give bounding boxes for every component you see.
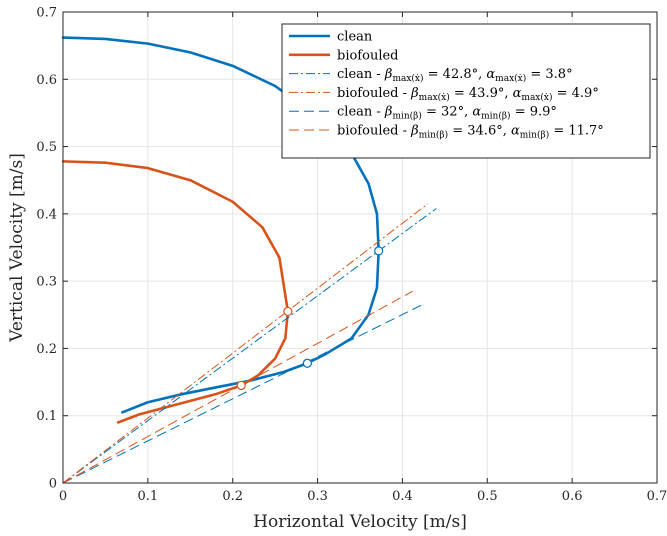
y-tick-label: 0.3 [36,275,57,290]
legend: clean biofouled clean - βmax(ẋ) = 42.8°, α… [281,23,651,159]
legend-entry: clean - βmax(ẋ) = 42.8°, αmax(ẋ) = 3.8° [337,67,573,84]
x-tick-label: 0.1 [138,489,159,504]
series-line-1 [61,160,290,424]
y-tick-label: 0.4 [36,207,57,222]
marker-point [302,358,312,368]
marker-layer [236,246,384,391]
x-axis-label: Horizontal Velocity [m/s] [253,512,467,532]
y-tick-label: 0 [49,477,57,492]
series-line-0 [61,36,380,414]
y-tick-label: 0.6 [36,73,57,88]
legend-entry: clean [337,30,373,45]
y-tick-label: 0.5 [36,140,57,155]
series-layer [61,36,437,484]
marker-point [236,380,246,391]
plot-frame [62,11,658,484]
marker-point [374,246,384,256]
legend-entry: biofouled [337,48,399,63]
tick-labels: 0 0.1 0.2 0.3 0.4 0.5 0.6 0.7 0 0.1 0.2 0.3 0.4 0.5 0.… [36,6,667,505]
x-tick-label: 0.5 [477,489,498,504]
legend-entry: biofouled - βmin(β) = 34.6°, αmin(β) = 1… [337,124,604,141]
x-tick-label: 0 [59,489,67,504]
x-tick-label: 0.6 [562,489,583,504]
y-tick-label: 0.2 [36,342,57,357]
marker-point [283,306,293,317]
series-line-3 [62,203,429,484]
series-line-4 [62,303,424,484]
x-tick-label: 0.3 [307,489,328,504]
x-tick-label: 0.4 [392,489,413,504]
x-tick-label: 0.2 [222,489,243,504]
y-tick-label: 0.7 [36,6,57,21]
series-line-2 [62,208,437,484]
legend-box [281,23,651,159]
y-axis-label: Vertical Velocity [m/s] [7,153,27,343]
legend-entry: biofouled - βmax(ẋ) = 43.9°, αmax(ẋ) = 4… [337,86,599,103]
x-tick-label: 0.7 [647,489,667,504]
y-tick-label: 0.1 [36,409,57,424]
legend-entry: clean - βmin(β) = 32°, αmin(β) = 9.9° [337,105,557,122]
